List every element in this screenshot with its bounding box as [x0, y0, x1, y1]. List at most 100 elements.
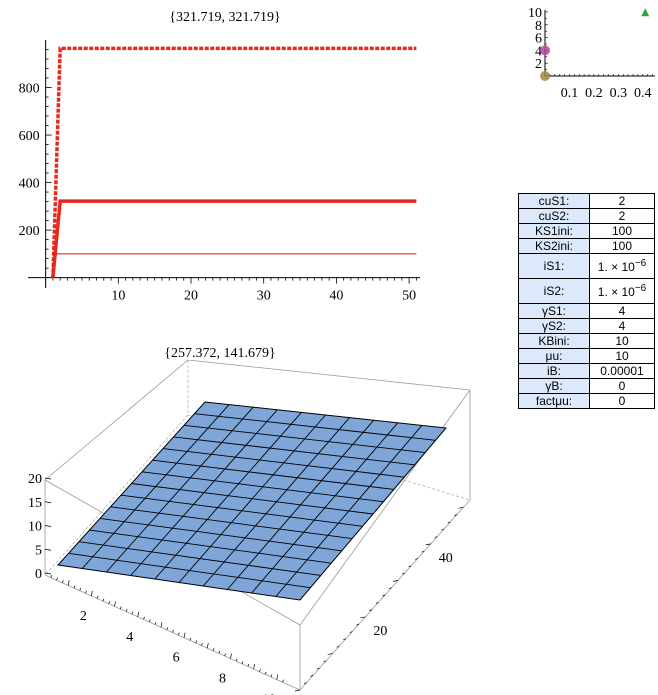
- parameter-value-exponent: −6: [634, 283, 647, 294]
- parameter-value-base: 1. × 10: [597, 260, 635, 274]
- x-tick: [230, 653, 232, 659]
- y-tick: [425, 543, 431, 546]
- x-tick: [253, 664, 255, 670]
- y-tick: [434, 536, 438, 538]
- x-tick: [148, 619, 151, 623]
- x-tick: [195, 640, 198, 644]
- x-tick-label: 20: [184, 289, 198, 304]
- x-tick: [96, 595, 99, 599]
- x-tick-label: 2: [80, 609, 87, 624]
- parameter-row: KS2ini: 100: [518, 238, 655, 254]
- x-tick: [160, 622, 163, 628]
- x-tick: [73, 585, 76, 589]
- parameter-row: μu: 10: [518, 348, 655, 364]
- z-tick-label: 15: [28, 496, 42, 511]
- x-tick-label: 10: [111, 289, 125, 304]
- x-tick-label: 0.4: [634, 86, 652, 101]
- x-tick: [282, 679, 284, 683]
- y-tick: [369, 609, 373, 611]
- y-tick-label: 8: [535, 19, 542, 34]
- parameter-value: 2: [589, 208, 655, 224]
- parameter-label: cuS1:: [518, 193, 590, 209]
- surface-mesh-line: [99, 517, 342, 552]
- x-tick: [56, 577, 58, 581]
- parameter-row: KBini: 10: [518, 333, 655, 349]
- series-line-2: [51, 199, 417, 278]
- x-tick-label: 0.2: [585, 86, 603, 101]
- surface-mesh-line: [173, 436, 415, 466]
- z-tick: [44, 525, 52, 527]
- parameter-label: KS1ini:: [518, 223, 590, 239]
- parameter-label: μu:: [518, 348, 590, 364]
- parameter-label: iS1:: [518, 253, 590, 279]
- x-tick: [108, 601, 111, 604]
- surface-mesh-line: [120, 494, 363, 527]
- x-tick: [91, 590, 93, 596]
- parameter-value: 0.00001: [589, 363, 655, 379]
- y-tick: [336, 645, 340, 648]
- y-tick-label: 6: [535, 32, 542, 47]
- y-tick: [388, 587, 392, 590]
- parameter-value: 10: [589, 333, 655, 349]
- y-tick: [323, 660, 327, 663]
- y-tick-label: 2: [535, 57, 542, 72]
- surface-mesh-line: [162, 448, 405, 478]
- surface-chart: 2015105024681002040: [28, 360, 471, 695]
- parameter-row: cuS2: 2: [518, 208, 655, 224]
- parameter-label: γB:: [518, 378, 590, 394]
- y-tick: [360, 616, 366, 619]
- y-tick: [310, 675, 314, 677]
- y-tick: [441, 528, 444, 531]
- y-tick-label: 400: [19, 177, 40, 192]
- x-tick: [131, 611, 134, 615]
- parameter-value: 4: [589, 303, 655, 319]
- y-tick: [408, 565, 412, 568]
- parameter-value: 100: [589, 223, 655, 239]
- line-chart-title: {321.719, 321.719}: [169, 10, 281, 25]
- data-point-3: [641, 8, 650, 17]
- y-tick-label: 10: [528, 6, 542, 21]
- parameter-row: γB: 0: [518, 378, 655, 394]
- parameter-row: cuS1: 2: [518, 193, 655, 209]
- x-tick: [120, 606, 122, 610]
- x-tick: [201, 642, 203, 646]
- x-tick: [235, 658, 238, 662]
- x-tick-label: 4: [126, 630, 133, 645]
- x-tick: [143, 616, 145, 620]
- surface-mesh-line: [152, 459, 394, 490]
- z-tick: [44, 501, 52, 504]
- x-tick: [177, 632, 180, 636]
- surface-mesh-line: [68, 552, 311, 589]
- z-tick-label: 10: [28, 520, 42, 535]
- surface-mesh-line: [194, 413, 436, 441]
- x-tick: [114, 601, 116, 607]
- surface-mesh-line: [141, 471, 384, 503]
- surface-mesh-line: [110, 506, 353, 540]
- z-tick-label: 0: [35, 567, 42, 582]
- parameter-label: iB:: [518, 363, 590, 379]
- x-tick-label: 0.3: [610, 86, 628, 101]
- y-tick: [356, 623, 359, 626]
- parameter-value: 10: [589, 348, 655, 364]
- parameter-row: γS2: 4: [518, 318, 655, 334]
- z-tick: [44, 477, 52, 480]
- y-tick: [316, 667, 320, 670]
- x-tick: [241, 661, 244, 664]
- box-edge: [44, 360, 189, 481]
- parameter-label: iS2:: [518, 278, 590, 304]
- parameter-label: KBini:: [518, 333, 590, 349]
- surface-mesh-line: [78, 541, 321, 576]
- y-tick-label: 40: [439, 551, 453, 566]
- x-tick-label: 40: [329, 289, 343, 304]
- x-tick: [183, 632, 186, 638]
- y-tick: [421, 550, 425, 553]
- series-line-1: [51, 46, 417, 278]
- y-tick: [303, 682, 307, 685]
- x-tick-label: 6: [173, 651, 180, 666]
- x-tick-label: 30: [257, 289, 271, 304]
- parameter-value: 100: [589, 238, 655, 254]
- x-tick: [85, 590, 87, 594]
- x-tick: [125, 608, 128, 612]
- y-tick: [401, 572, 405, 575]
